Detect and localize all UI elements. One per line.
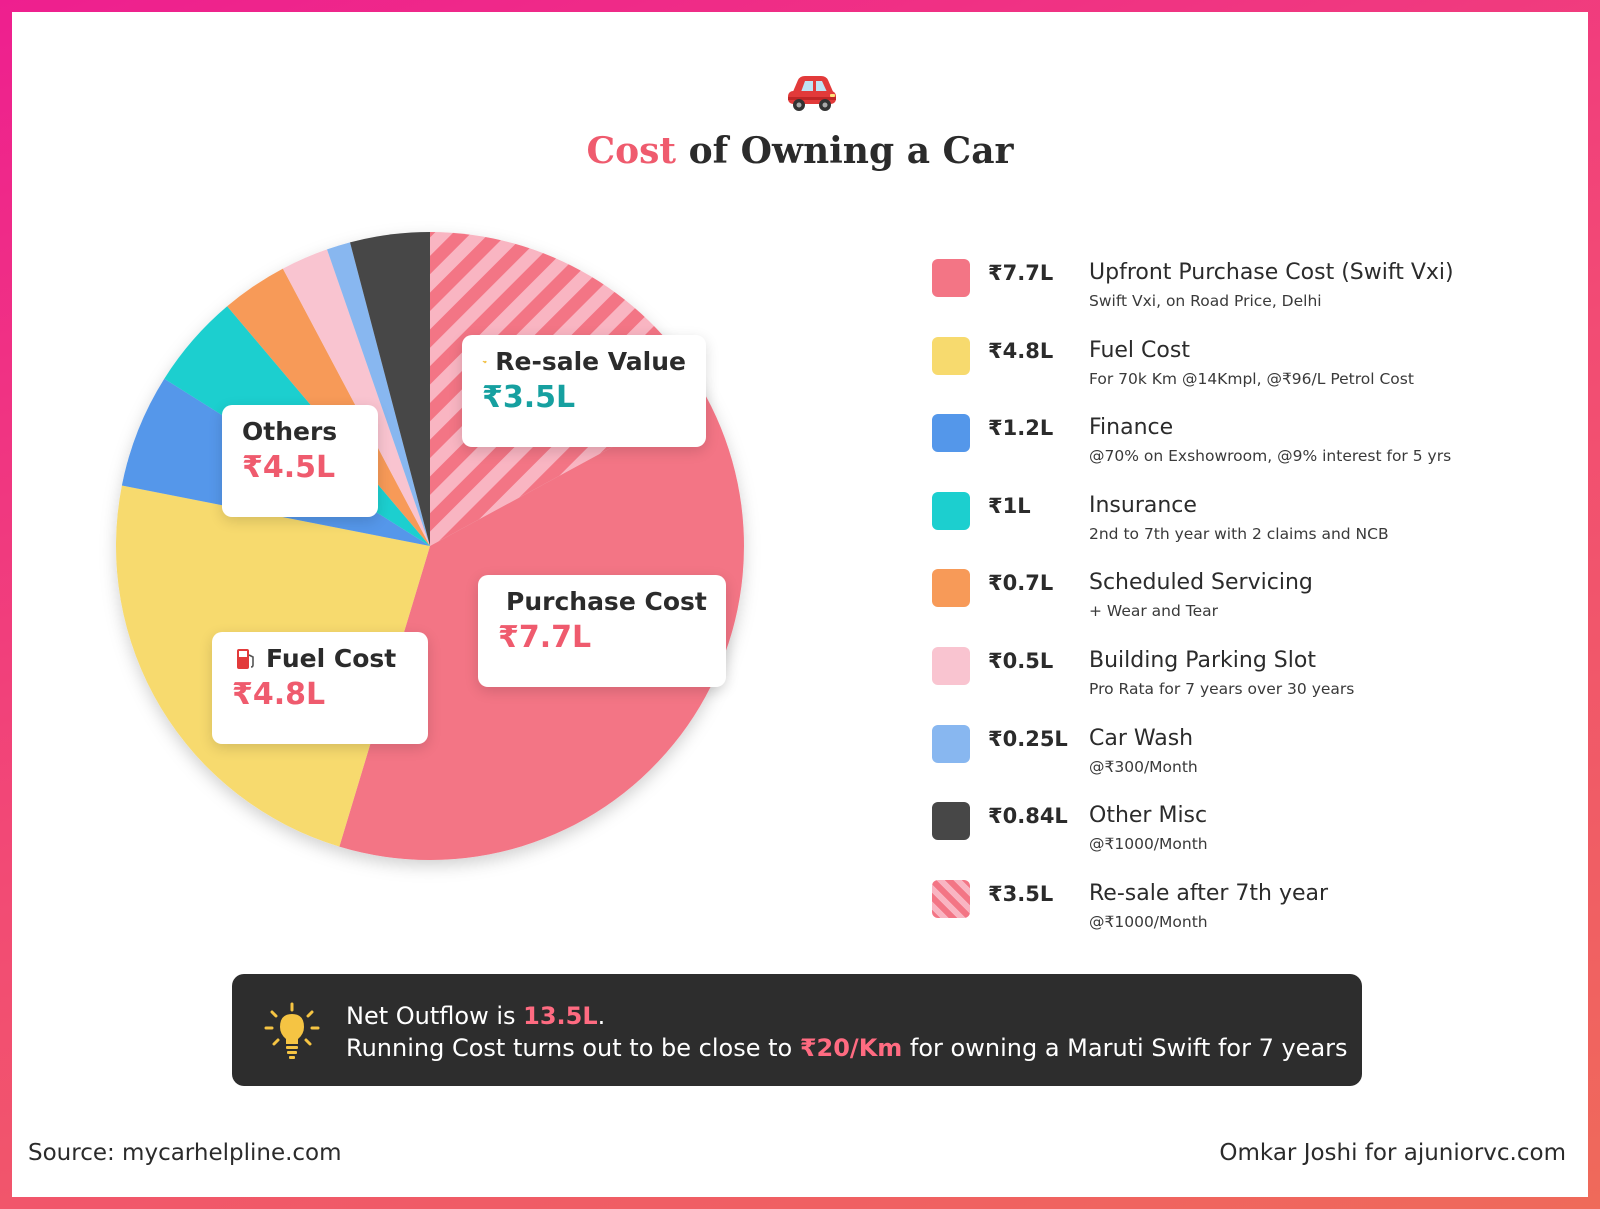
- credit-text: Omkar Joshi for ajuniorvc.com: [1219, 1140, 1566, 1166]
- legend-title: Upfront Purchase Cost (Swift Vxi): [1089, 260, 1454, 285]
- infographic-card: Cost of Owning a Car Re-sale Value ₹3.5L…: [12, 12, 1588, 1197]
- pie-chart: [115, 232, 744, 861]
- legend-subtitle: Pro Rata for 7 years over 30 years: [1089, 680, 1355, 698]
- callout-purchase: Purchase Cost ₹7.7L: [478, 575, 726, 687]
- chart-title: Cost of Owning a Car: [12, 130, 1588, 172]
- note-line-1: Net Outflow is 13.5L.: [346, 1002, 605, 1030]
- legend-value: ₹1L: [988, 493, 1031, 518]
- note-line-2-end: for owning a Maruti Swift for 7 years: [902, 1034, 1348, 1062]
- legend-value: ₹7.7L: [988, 261, 1054, 285]
- legend-value: ₹3.5L: [988, 881, 1054, 906]
- callout-resale-value: ₹3.5L: [482, 380, 576, 415]
- legend-item: ₹0.84L Other Misc @₹1000/Month: [932, 802, 1572, 872]
- callout-others-name: Others: [242, 417, 338, 446]
- source-text: Source: mycarhelpline.com: [28, 1140, 342, 1166]
- legend-subtitle: @₹300/Month: [1089, 757, 1198, 776]
- title-rest: of Owning a Car: [676, 130, 1014, 172]
- title-accent: Cost: [586, 130, 677, 172]
- legend-swatch: [932, 569, 970, 608]
- legend-value: ₹0.84L: [988, 804, 1068, 829]
- legend-value: ₹4.8L: [988, 338, 1054, 363]
- note-line-1-text: Net Outflow is: [346, 1002, 524, 1030]
- legend-title: Other Misc: [1089, 803, 1208, 829]
- legend-title: Fuel Cost: [1089, 337, 1190, 363]
- legend-item: ₹7.7L Upfront Purchase Cost (Swift Vxi) Sw…: [932, 259, 1572, 329]
- legend-swatch: [932, 336, 970, 375]
- legend-title: Re-sale after 7th year: [1089, 880, 1329, 906]
- legend-title: Car Wash: [1089, 725, 1194, 751]
- lightbulb-icon: [264, 1002, 320, 1059]
- legend-item: ₹1.2L Finance @70% on Exshowroom, @9% inte…: [932, 414, 1572, 484]
- fuel-pump-icon: [237, 648, 254, 669]
- note-line-2-text: Running Cost turns out to be close to: [346, 1034, 800, 1062]
- legend-item: ₹4.8L Fuel Cost For 70k Km @14Kmpl, @₹96/L…: [932, 336, 1572, 407]
- legend-subtitle: @₹1000/Month: [1089, 912, 1208, 931]
- callout-others: Others ₹4.5L: [222, 405, 378, 517]
- legend-title: Building Parking Slot: [1089, 648, 1316, 673]
- legend-swatch: [932, 724, 970, 763]
- legend-value: ₹0.25L: [988, 726, 1068, 751]
- legend-swatch: [932, 647, 970, 685]
- callout-fuel-name: Fuel Cost: [266, 644, 397, 673]
- legend-swatch: [932, 414, 970, 453]
- legend-swatch: [932, 491, 970, 530]
- note-line-2: Running Cost turns out to be close to ₹2…: [346, 1034, 1348, 1062]
- legend-item: ₹0.7L Scheduled Servicing + Wear and Tear: [932, 569, 1572, 639]
- legend-value: ₹0.7L: [988, 571, 1054, 596]
- callout-purchase-name: Purchase Cost: [506, 587, 707, 616]
- red-car-icon: [788, 76, 836, 111]
- legend-title: Finance: [1089, 415, 1174, 441]
- note-line-1-end: .: [597, 1002, 606, 1030]
- legend-item: ₹3.5L Re-sale after 7th year @₹1000/Month: [932, 879, 1572, 950]
- callout-resale: Re-sale Value ₹3.5L: [462, 335, 706, 447]
- pie-slice-building-parking-slot: [282, 249, 430, 546]
- legend-subtitle: Swift Vxi, on Road Price, Delhi: [1089, 292, 1322, 310]
- legend-title: Insurance: [1089, 492, 1197, 518]
- callout-fuel-value: ₹4.8L: [232, 677, 326, 712]
- legend-subtitle: 2nd to 7th year with 2 claims and NCB: [1089, 524, 1389, 543]
- legend-item: ₹0.5L Building Parking Slot Pro Rata for 7…: [932, 647, 1572, 717]
- pie-slice-other-misc: [350, 232, 430, 546]
- legend-swatch: [932, 259, 970, 297]
- running-cost-value: ₹20/Km: [799, 1034, 903, 1062]
- legend-item: ₹1L Insurance 2nd to 7th year with 2 claim…: [932, 491, 1572, 562]
- callout-others-value: ₹4.5L: [242, 450, 336, 485]
- legend-subtitle: + Wear and Tear: [1089, 602, 1218, 621]
- legend-subtitle: @₹1000/Month: [1089, 835, 1208, 854]
- legend-subtitle: For 70k Km @14Kmpl, @₹96/L Petrol Cost: [1089, 369, 1414, 388]
- legend-swatch: [932, 879, 970, 918]
- legend-title: Scheduled Servicing: [1089, 570, 1313, 596]
- legend-swatch: [932, 802, 970, 841]
- callout-purchase-value: ₹7.7L: [498, 620, 592, 655]
- net-outflow-value: 13.5L: [523, 1002, 598, 1030]
- handshake-icon: [482, 360, 487, 363]
- summary-note: Net Outflow is 13.5L. Running Cost turns…: [232, 974, 1362, 1086]
- callout-resale-name: Re-sale Value: [495, 347, 686, 376]
- legend-item: ₹0.25L Car Wash @₹300/Month: [932, 724, 1572, 795]
- legend-value: ₹1.2L: [988, 416, 1054, 441]
- callout-fuel: Fuel Cost ₹4.8L: [212, 632, 428, 744]
- legend-value: ₹0.5L: [988, 649, 1054, 673]
- pie-slice-car-wash: [326, 242, 430, 547]
- legend-subtitle: @70% on Exshowroom, @9% interest for 5 y…: [1089, 447, 1452, 466]
